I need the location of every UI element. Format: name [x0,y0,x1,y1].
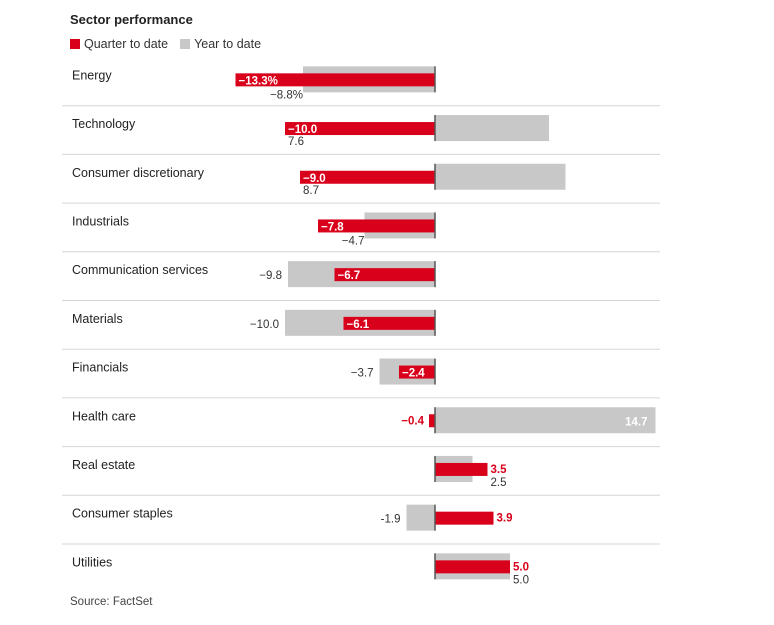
legend-item-year: Year to date [180,37,261,51]
bar-quarter-to-date [429,414,435,428]
value-label-year-to-date: −3.7 [351,368,374,380]
bar-quarter-to-date [435,462,488,476]
bar-quarter-to-date [399,365,435,379]
bar-year-to-date [435,163,566,190]
value-label-quarter-to-date: −6.7 [338,270,361,282]
value-label-quarter-to-date: −9.0 [303,173,326,185]
bar-quarter-to-date [343,316,435,330]
category-label: Materials [72,312,123,326]
bar-year-to-date [406,504,435,531]
value-label-quarter-to-date: −7.8 [321,221,344,233]
bar-year-to-date [435,407,656,434]
bar-quarter-to-date [334,268,435,282]
value-label-quarter-to-date: −0.4 [401,415,424,427]
value-label-year-to-date: −10.0 [250,319,279,331]
value-label-quarter-to-date: −13.3% [239,75,278,87]
value-label-year-to-date: 14.7 [625,416,647,428]
value-label-year-to-date: 7.6 [288,136,304,148]
legend-swatch-year [180,39,191,49]
legend-label-year: Year to date [194,37,262,51]
category-label: Communication services [72,263,208,277]
category-label: Health care [72,409,136,423]
bar-year-to-date [435,115,549,142]
category-label: Consumer staples [72,507,173,521]
bar-quarter-to-date [235,73,435,87]
bar-quarter-to-date [435,511,494,525]
category-label: Consumer discretionary [72,166,205,180]
value-label-year-to-date: -1.9 [381,514,401,526]
value-label-quarter-to-date: −2.4 [402,368,425,380]
bar-quarter-to-date [285,122,435,136]
value-label-year-to-date: −8.8% [270,89,303,101]
value-label-quarter-to-date: −6.1 [347,319,370,331]
value-label-quarter-to-date: 5.0 [513,561,529,573]
chart-title: Sector performance [70,12,193,27]
legend-swatch-quarter [70,39,80,49]
category-label: Energy [72,68,112,82]
legend-item-quarter: Quarter to date [70,37,168,51]
value-label-year-to-date: 5.0 [513,574,529,586]
bar-quarter-to-date [300,170,435,184]
value-label-year-to-date: −9.8 [259,270,282,282]
bar-quarter-to-date [435,560,510,574]
value-label-year-to-date: 8.7 [303,185,319,197]
category-label: Utilities [72,555,112,569]
category-label: Technology [72,117,136,131]
bar-quarter-to-date [318,219,435,233]
source-note: Source: FactSet [70,596,153,608]
legend: Quarter to date Year to date [70,37,273,51]
category-label: Financials [72,361,128,375]
value-label-year-to-date: 2.5 [491,477,507,489]
legend-label-quarter: Quarter to date [84,37,169,51]
category-label: Real estate [72,458,135,472]
value-label-quarter-to-date: 3.5 [491,464,508,476]
value-label-year-to-date: −4.7 [342,235,365,247]
value-label-quarter-to-date: 3.9 [497,513,513,525]
value-label-quarter-to-date: −10.0 [288,124,317,136]
category-label: Industrials [72,214,129,228]
